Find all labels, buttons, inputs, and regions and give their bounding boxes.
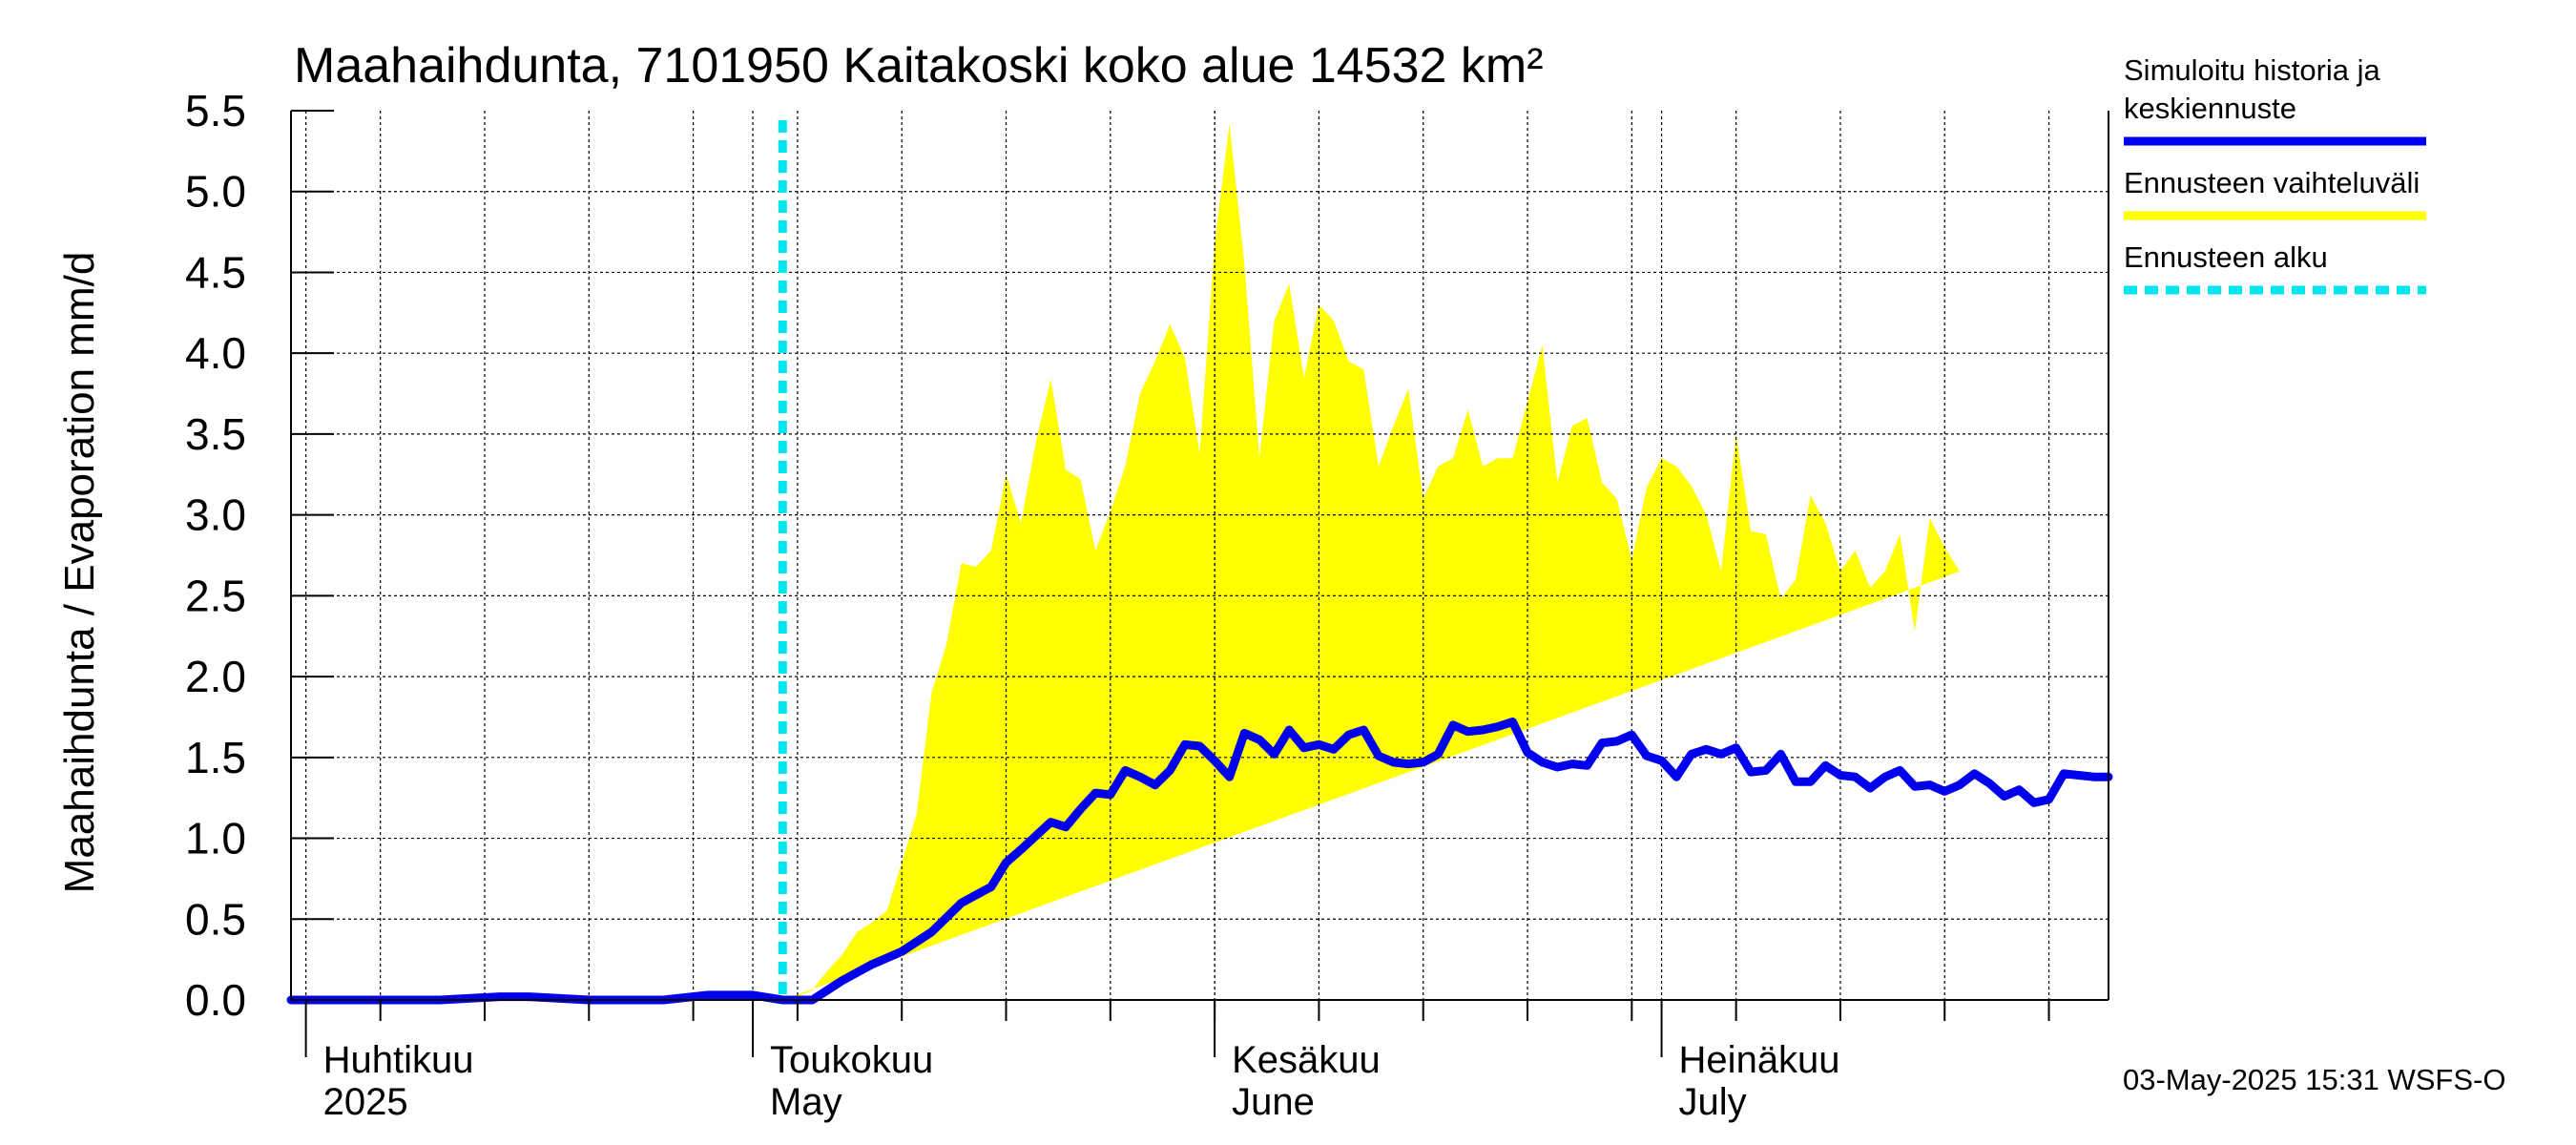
y-tick-label: 2.0 — [185, 652, 246, 701]
axes-layer — [290, 110, 2109, 1057]
mean-series-layer — [286, 718, 2113, 1005]
legend-label: keskiennuste — [2124, 92, 2296, 125]
grid-layer — [291, 111, 2109, 1000]
x-month-label: Kesäkuu — [1232, 1039, 1381, 1081]
x-month-label: Heinäkuu — [1679, 1039, 1840, 1081]
y-tick-label: 0.5 — [185, 894, 246, 944]
x-month-sublabel: July — [1679, 1081, 1747, 1123]
y-tick-label: 5.5 — [185, 86, 246, 135]
y-tick-label: 1.0 — [185, 814, 246, 864]
y-tick-label: 2.5 — [185, 571, 246, 620]
forecast-range-band — [782, 123, 1960, 1001]
x-month-sublabel: May — [770, 1081, 842, 1123]
y-tick-label: 3.0 — [185, 490, 246, 540]
chart-title: Maahaihdunta, 7101950 Kaitakoski koko al… — [294, 38, 1544, 94]
legend-label: Ennusteen vaihteluväli — [2124, 166, 2420, 199]
x-month-sublabel: 2025 — [323, 1081, 408, 1123]
text-layer: Maahaihdunta, 7101950 Kaitakoski koko al… — [56, 38, 2505, 1123]
y-tick-label: 3.5 — [185, 409, 246, 459]
legend-label: Ennusteen alku — [2124, 240, 2328, 274]
y-tick-label: 0.0 — [185, 975, 246, 1025]
x-month-label: Toukokuu — [770, 1039, 933, 1081]
legend: Simuloitu historia ja keskiennuste Ennuste… — [2124, 53, 2426, 295]
mean-series-line — [286, 718, 2113, 1005]
y-tick-label: 5.0 — [185, 167, 246, 217]
x-month-label: Huhtikuu — [323, 1039, 474, 1081]
y-axis-label: Maahaihdunta / Evaporation mm/d — [56, 252, 103, 894]
y-tick-label: 4.5 — [185, 247, 246, 297]
legend-label: Simuloitu historia ja — [2124, 53, 2381, 87]
timestamp-footer: 03-May-2025 15:31 WSFS-O — [2123, 1063, 2505, 1096]
y-tick-label: 1.5 — [185, 733, 246, 782]
y-tick-label: 4.0 — [185, 328, 246, 378]
forecast-range-layer — [782, 123, 1960, 1001]
x-month-sublabel: June — [1232, 1081, 1315, 1123]
